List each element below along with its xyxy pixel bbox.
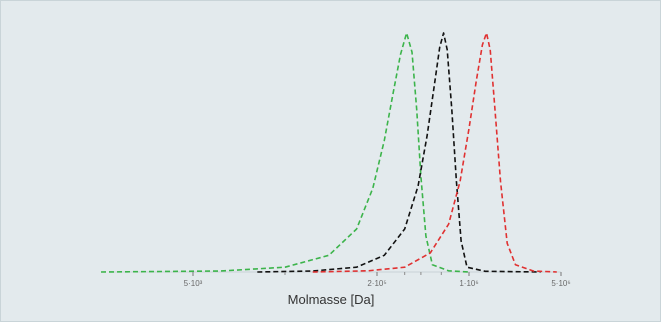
x-tick-label: 1·10⁶: [459, 279, 478, 288]
series-line-2: [257, 32, 541, 273]
x-axis-title: Molmasse [Da]: [288, 292, 375, 307]
series-line-3: [312, 32, 557, 273]
series-line-1: [100, 32, 470, 273]
x-tick-label: 5·10⁶: [551, 279, 570, 288]
x-tick-label: 2·10⁵: [367, 279, 386, 288]
x-tick-label: 5·10³: [184, 279, 203, 288]
